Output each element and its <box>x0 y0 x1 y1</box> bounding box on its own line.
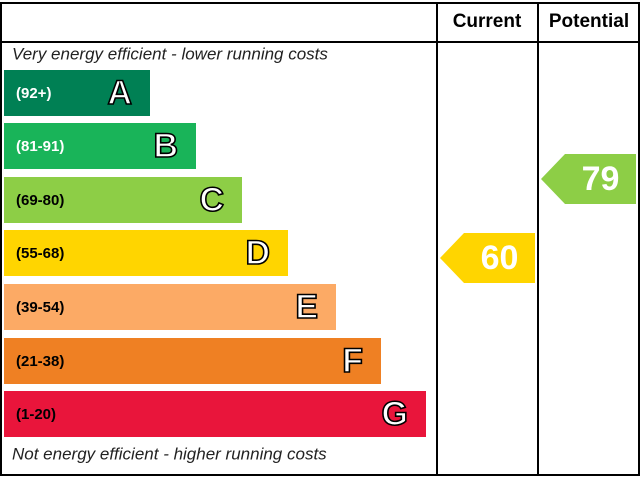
band-bar <box>4 70 150 116</box>
band-bar <box>4 177 242 223</box>
band-range: (55-68) <box>16 245 64 262</box>
band-range: (39-54) <box>16 299 64 316</box>
band-letter: C <box>199 181 224 219</box>
band-range: (21-38) <box>16 353 64 370</box>
band-bar <box>4 230 288 276</box>
band-letter: A <box>107 74 132 112</box>
band-bar <box>4 391 426 437</box>
band-range: (92+) <box>16 85 51 102</box>
potential-score: 79 <box>582 160 620 198</box>
band-bar <box>4 284 336 330</box>
potential-arrow <box>541 154 636 204</box>
band-letter: G <box>382 395 408 433</box>
band-letter: F <box>342 342 363 380</box>
current-header: Current <box>453 11 522 32</box>
current-score: 60 <box>481 239 519 277</box>
band-range: (81-91) <box>16 138 64 155</box>
current-arrow <box>440 233 535 283</box>
potential-header: Potential <box>549 11 629 32</box>
band-letter: E <box>295 288 318 326</box>
band-letter: D <box>245 234 270 272</box>
band-range: (1-20) <box>16 406 56 423</box>
band-range: (69-80) <box>16 192 64 209</box>
band-letter: B <box>153 127 178 165</box>
top-note: Very energy efficient - lower running co… <box>12 44 328 63</box>
band-bar <box>4 123 196 169</box>
band-bar <box>4 338 381 384</box>
bottom-note: Not energy efficient - higher running co… <box>12 444 327 463</box>
